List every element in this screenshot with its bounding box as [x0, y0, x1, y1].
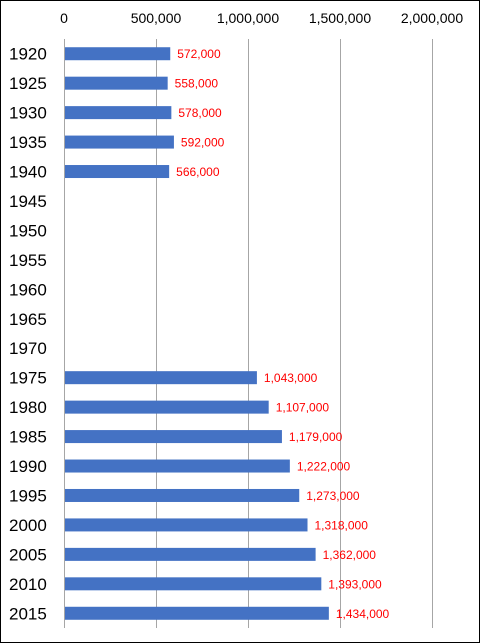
y-category-label: 1995 — [9, 486, 47, 505]
y-category-label: 1940 — [9, 163, 47, 182]
data-label-1980: 1,107,000 — [276, 401, 330, 415]
y-category-label: 2010 — [9, 575, 47, 594]
data-labels: 572,000 558,000 578,000 592,000 566,000 1,043… — [175, 47, 390, 621]
bar-1975 — [65, 371, 257, 385]
bar-1940 — [65, 165, 170, 179]
data-label-1985: 1,179,000 — [289, 430, 343, 444]
data-label-2005: 1,362,000 — [323, 548, 377, 562]
bar-1925 — [65, 76, 168, 90]
bar-1985 — [65, 430, 282, 444]
y-category-label: 1990 — [9, 457, 47, 476]
data-label-1995: 1,273,000 — [306, 489, 360, 503]
bar-2000 — [65, 518, 308, 532]
data-label-1930: 578,000 — [178, 106, 222, 120]
y-category-label: 2015 — [9, 604, 47, 623]
y-category-label: 1920 — [9, 45, 47, 64]
y-category-label: 1980 — [9, 398, 47, 417]
y-category-label: 1965 — [9, 310, 47, 329]
bar-1930 — [65, 106, 172, 120]
bar-1980 — [65, 400, 269, 414]
data-label-1975: 1,043,000 — [264, 371, 318, 385]
y-category-label: 1950 — [9, 221, 47, 240]
data-label-1935: 592,000 — [181, 136, 225, 150]
y-category-label: 1935 — [9, 133, 47, 152]
bar-2015 — [65, 606, 329, 620]
bar-1990 — [65, 459, 290, 473]
grid-lines — [64, 39, 433, 628]
x-axis-tick-labels: 0 500,000 1,000,000 1,500,000 2,000,000 — [60, 10, 463, 26]
y-category-label: 1945 — [9, 192, 47, 211]
y-category-label: 1985 — [9, 428, 47, 447]
bar-2005 — [65, 547, 316, 561]
y-category-label: 1975 — [9, 369, 47, 388]
y-category-label: 1970 — [9, 339, 47, 358]
data-label-2010: 1,393,000 — [328, 577, 382, 591]
bar-1995 — [65, 488, 300, 502]
data-label-2000: 1,318,000 — [315, 518, 369, 532]
data-label-1990: 1,222,000 — [297, 460, 351, 474]
x-tick-label: 500,000 — [131, 10, 182, 26]
data-label-1925: 558,000 — [175, 77, 219, 91]
y-category-label: 2005 — [9, 545, 47, 564]
data-label-1940: 566,000 — [176, 165, 220, 179]
y-category-label: 1930 — [9, 104, 47, 123]
y-axis-category-labels: 1920 1925 1930 1935 1940 1945 1950 1955 1960 1965… — [9, 45, 47, 624]
data-label-2015: 1,434,000 — [336, 607, 390, 621]
x-tick-label: 1,000,000 — [217, 10, 279, 26]
y-category-label: 1960 — [9, 280, 47, 299]
x-tick-label: 0 — [60, 10, 68, 26]
y-category-label: 1925 — [9, 74, 47, 93]
bar-1935 — [65, 135, 174, 149]
y-category-label: 2000 — [9, 516, 47, 535]
y-category-label: 1955 — [9, 251, 47, 270]
data-label-1920: 572,000 — [177, 47, 221, 61]
x-tick-label: 2,000,000 — [401, 10, 463, 26]
bar-2010 — [65, 577, 322, 591]
bar-1920 — [65, 47, 171, 61]
bars — [65, 47, 329, 620]
x-tick-label: 1,500,000 — [309, 10, 371, 26]
